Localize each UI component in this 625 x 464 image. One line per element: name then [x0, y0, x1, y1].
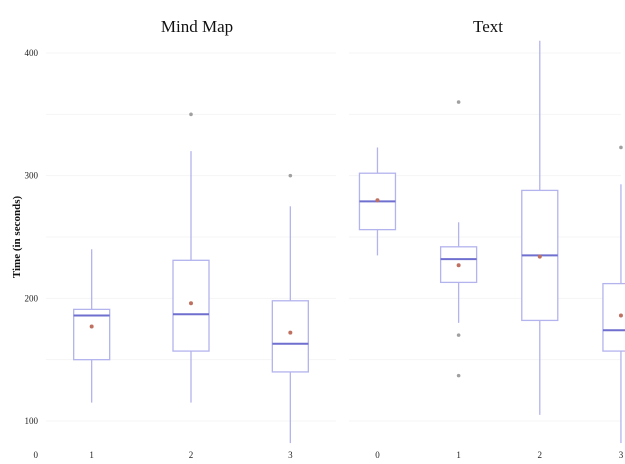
x-tick-label: 1	[89, 450, 94, 460]
panel-title: Text	[473, 17, 503, 36]
chart-text: Time (in seconds) 400 300 200 100 0 Mind Map 1 2…	[11, 17, 624, 460]
outlier-point	[456, 373, 461, 378]
x-tick-label: 3	[619, 450, 624, 460]
y-tick-label: 0	[34, 450, 39, 460]
y-tick-label: 100	[25, 416, 39, 426]
mean-marker	[189, 301, 193, 306]
outlier-point	[456, 333, 461, 337]
mean-marker	[456, 263, 461, 268]
mean-marker	[375, 198, 380, 203]
x-tick-label: 1	[456, 450, 461, 460]
box	[73, 308, 111, 361]
box	[172, 259, 210, 352]
outlier-point	[456, 100, 461, 104]
x-tick-label: 3	[288, 450, 293, 460]
outlier-point	[288, 173, 293, 178]
y-axis-label: Time (in seconds)	[11, 196, 23, 279]
panel-title: Mind Map	[161, 17, 233, 36]
box-marks	[73, 40, 625, 444]
outlier-point	[189, 112, 193, 117]
mean-marker	[89, 324, 94, 329]
x-tick-label: 2	[538, 450, 543, 460]
x-tick-label: 2	[189, 450, 194, 460]
mean-marker	[537, 254, 542, 259]
y-tick-label: 300	[25, 171, 39, 181]
box	[602, 282, 625, 352]
y-tick-label: 400	[25, 48, 39, 58]
mean-marker	[618, 313, 623, 318]
mean-marker	[288, 330, 293, 335]
outlier-point	[619, 145, 623, 150]
box	[271, 300, 309, 373]
y-tick-label: 200	[25, 293, 39, 303]
x-tick-label: 0	[375, 450, 380, 460]
